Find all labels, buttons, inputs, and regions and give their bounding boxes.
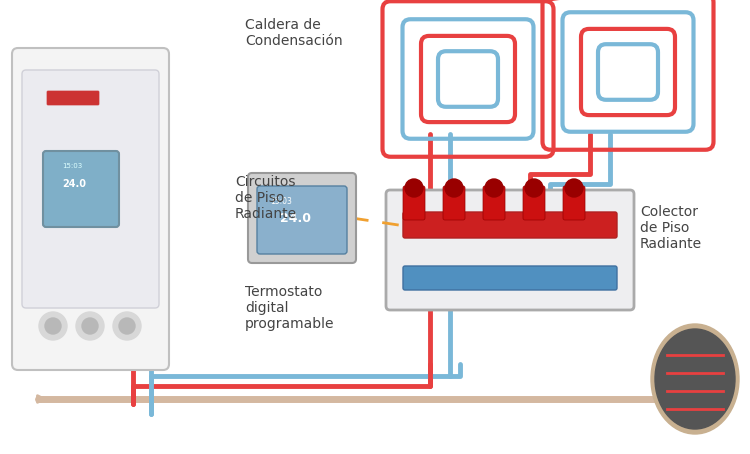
Text: 15:03: 15:03 [270, 197, 292, 206]
Text: Caldera de
Condensación: Caldera de Condensación [245, 18, 343, 48]
Ellipse shape [651, 324, 739, 434]
Circle shape [39, 312, 67, 340]
FancyBboxPatch shape [47, 91, 99, 105]
Circle shape [485, 179, 503, 197]
Text: Colector
de Piso
Radiante: Colector de Piso Radiante [640, 205, 702, 252]
FancyBboxPatch shape [403, 186, 425, 220]
FancyBboxPatch shape [403, 266, 617, 290]
Text: 24.0: 24.0 [280, 212, 311, 226]
Circle shape [565, 179, 583, 197]
Circle shape [405, 179, 423, 197]
FancyBboxPatch shape [483, 186, 505, 220]
FancyBboxPatch shape [43, 151, 119, 227]
FancyBboxPatch shape [248, 173, 356, 263]
Ellipse shape [655, 329, 735, 429]
FancyBboxPatch shape [443, 186, 465, 220]
Circle shape [119, 318, 135, 334]
Text: Termostato
digital
programable: Termostato digital programable [245, 285, 334, 331]
Circle shape [525, 179, 543, 197]
FancyBboxPatch shape [22, 70, 159, 308]
FancyBboxPatch shape [563, 186, 585, 220]
Circle shape [76, 312, 104, 340]
Circle shape [45, 318, 61, 334]
Text: Circuitos
de Piso
Radiante: Circuitos de Piso Radiante [235, 175, 297, 222]
FancyBboxPatch shape [523, 186, 545, 220]
FancyBboxPatch shape [257, 186, 347, 254]
Circle shape [445, 179, 463, 197]
Circle shape [82, 318, 98, 334]
FancyBboxPatch shape [403, 212, 617, 238]
FancyBboxPatch shape [12, 48, 169, 370]
Text: 15:03: 15:03 [62, 163, 82, 169]
FancyBboxPatch shape [386, 190, 634, 310]
Text: 24.0: 24.0 [62, 179, 86, 189]
Circle shape [113, 312, 141, 340]
